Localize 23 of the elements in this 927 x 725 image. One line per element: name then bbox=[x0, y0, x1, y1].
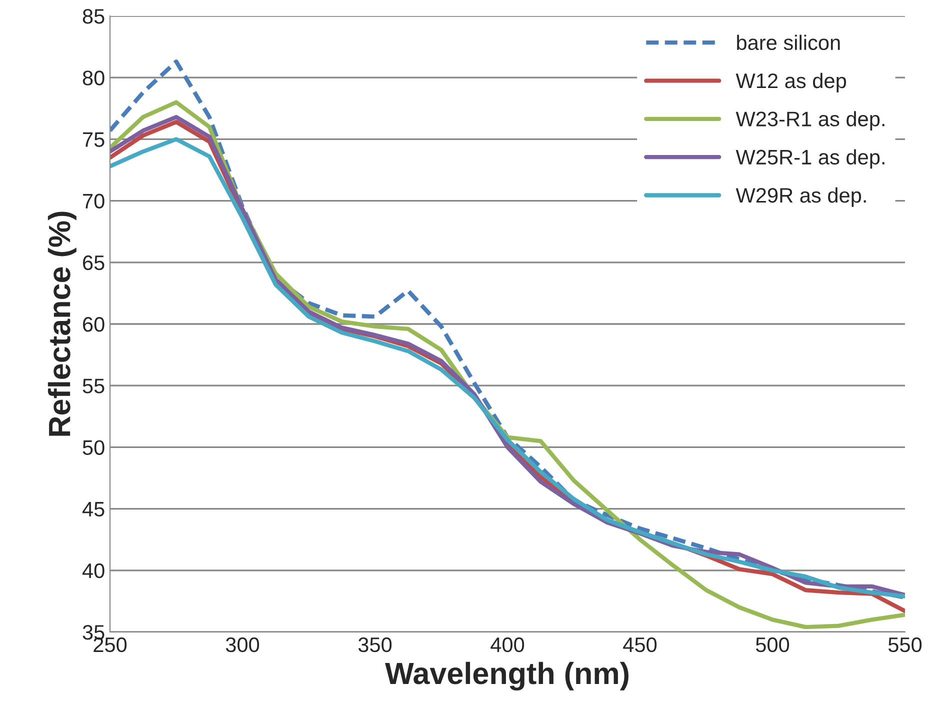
x-tick-label: 300 bbox=[226, 637, 260, 652]
legend-label: W29R as dep. bbox=[736, 187, 866, 207]
y-tick-label: 80 bbox=[82, 70, 104, 86]
y-tick-label: 55 bbox=[82, 378, 104, 394]
y-tick-label: 60 bbox=[83, 317, 104, 332]
x-tick-label: 450 bbox=[623, 637, 657, 652]
legend-label: bare silicon bbox=[737, 34, 840, 50]
y-axis-title: Reflectance (%) bbox=[48, 212, 76, 436]
x-axis-title: Wavelength (nm) bbox=[385, 662, 628, 690]
y-tick-label: 85 bbox=[82, 9, 104, 24]
y-tick-label: 70 bbox=[83, 194, 104, 209]
legend-label: W12 as dep bbox=[736, 72, 846, 92]
x-tick-label: 550 bbox=[888, 637, 922, 652]
legend-label: W23-R1 as dep. bbox=[736, 111, 884, 131]
y-tick-label: 50 bbox=[82, 440, 104, 455]
y-tick-label: 65 bbox=[83, 255, 104, 270]
x-tick-label: 500 bbox=[756, 637, 790, 652]
y-tick-label: 45 bbox=[82, 502, 104, 517]
y-tick-label: 75 bbox=[83, 132, 104, 147]
x-tick-label: 400 bbox=[490, 637, 524, 652]
legend-label: W25R-1 as dep. bbox=[736, 149, 884, 169]
y-tick-label: 40 bbox=[82, 563, 104, 578]
x-tick-label: 350 bbox=[358, 637, 392, 652]
